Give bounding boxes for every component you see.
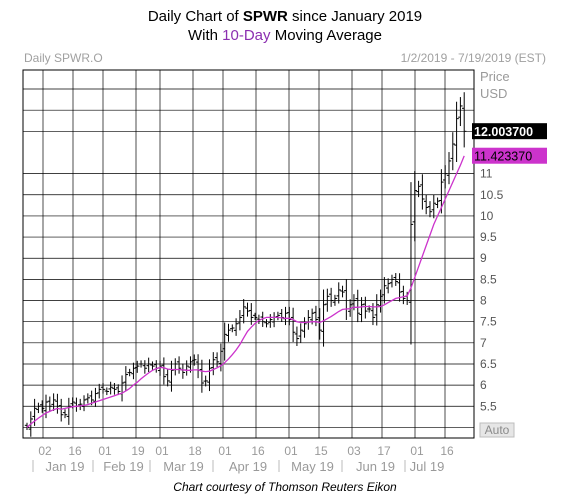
x-month-label: Feb 19 [103,459,143,474]
y-tick-label: 8 [480,294,487,308]
y-tick-label: 6 [480,378,487,392]
moving-average-period: 10-Day [222,27,271,44]
x-day-label: 01 [284,444,298,458]
x-day-label: 01 [218,444,232,458]
y-tick-label: 9.5 [480,230,497,244]
date-range-label: 1/2/2019 - 7/19/2019 (EST) [401,51,546,65]
y-tick-label: 10 [480,209,494,223]
ticker-symbol: SPWR [242,8,288,25]
chart-title-line-1: Daily Chart of SPWR since January 2019 [147,8,423,25]
currency-label: USD [480,86,507,101]
y-tick-label: 6.5 [480,357,497,371]
x-day-label: 17 [377,444,391,458]
auto-button[interactable]: Auto [479,422,515,438]
x-day-label: 16 [251,444,265,458]
ohlc-chart: Daily SPWR.O 1/2/2019 - 7/19/2019 (EST) … [22,51,547,474]
moving-average-line [26,155,465,428]
last-price-value: 12.003700 [474,125,533,139]
x-month-label: Mar 19 [163,459,203,474]
x-day-label: 01 [98,444,112,458]
x-day-label: 18 [188,444,202,458]
x-day-label: 03 [347,444,361,458]
grid [22,69,475,439]
y-tick-label: 7 [480,336,487,350]
y-tick-label: 8.5 [480,272,497,286]
y-tick-label: 10.5 [480,188,504,202]
x-month-label: Jan 19 [45,459,84,474]
price-tags: 12.003700 11.423370 [472,123,547,164]
ma-price-value: 11.423370 [474,150,532,164]
x-day-label: 01 [155,444,169,458]
y-tick-label: 11 [480,167,493,181]
last-price-tag [472,123,547,140]
x-day-label: 19 [131,444,145,458]
x-month-label: May 19 [291,459,334,474]
x-month-label: Apr 19 [229,459,267,474]
chart-title-line-2: With 10-Day Moving Average [188,27,382,44]
ma-price-tag [472,147,547,164]
auto-button-label[interactable]: Auto [485,423,510,437]
y-tick-label: 5.5 [480,399,497,413]
x-day-label: 15 [314,444,328,458]
x-day-label: 02 [38,444,52,458]
y-tick-label: 9 [480,251,487,265]
y-tick-label: 7.5 [480,315,497,329]
chart-credit: Chart courtesy of Thomson Reuters Eikon [173,480,397,494]
x-day-label: 01 [410,444,424,458]
x-month-label: Jun 19 [356,459,395,474]
x-day-label: 16 [440,444,454,458]
plot-frame [22,69,475,439]
chart-symbol-label: Daily SPWR.O [24,51,103,65]
x-month-label: Jul 19 [410,459,445,474]
price-axis-title: Price [480,69,510,84]
x-day-label: 16 [68,444,82,458]
